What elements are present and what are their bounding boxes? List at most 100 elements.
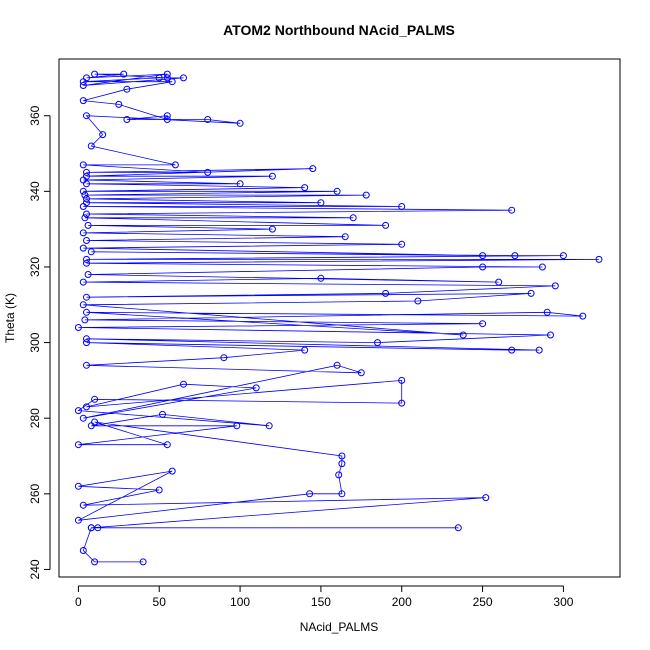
- x-tick-label: 150: [311, 595, 331, 609]
- data-point: [74, 441, 82, 449]
- data-point: [538, 263, 546, 271]
- data-point: [83, 199, 90, 207]
- data-point: [382, 289, 390, 297]
- y-tick-label: 320: [28, 257, 42, 277]
- y-tick-label: 360: [28, 105, 42, 125]
- data-point: [79, 414, 87, 422]
- data-point: [317, 274, 325, 282]
- data-point: [236, 119, 244, 127]
- data-point: [535, 346, 543, 354]
- data-point: [163, 112, 171, 120]
- data-point: [459, 331, 467, 339]
- data-point: [306, 490, 314, 498]
- data-point: [559, 252, 567, 260]
- data-point: [180, 74, 187, 82]
- data-point: [511, 252, 519, 260]
- data-point: [317, 199, 325, 207]
- series-layer: [74, 70, 603, 566]
- data-point: [155, 486, 163, 494]
- data-point: [79, 82, 87, 89]
- data-point: [479, 263, 487, 271]
- data-point: [236, 180, 244, 188]
- data-point: [83, 335, 90, 343]
- data-point: [81, 316, 89, 324]
- data-point: [84, 271, 92, 278]
- series-line: [77, 73, 600, 563]
- y-axis: 240 260 280 300 320 340 360: [28, 105, 51, 579]
- data-point: [482, 494, 490, 502]
- data-point: [551, 282, 559, 290]
- data-point: [301, 184, 309, 192]
- data-point: [252, 384, 260, 392]
- data-point: [163, 441, 171, 449]
- data-point: [382, 221, 390, 229]
- data-point: [204, 168, 212, 176]
- x-axis-label: NAcid_PALMS: [300, 620, 378, 634]
- data-point: [479, 320, 487, 328]
- data-point: [168, 78, 176, 86]
- plot-area-frame: [58, 58, 621, 578]
- data-point: [79, 301, 87, 309]
- data-point: [265, 422, 273, 430]
- data-point: [139, 558, 147, 566]
- data-point: [83, 255, 90, 263]
- data-point: [79, 501, 87, 509]
- data-point: [79, 97, 87, 105]
- data-point: [163, 74, 171, 82]
- data-point: [414, 297, 422, 305]
- data-point: [81, 214, 89, 222]
- data-point: [123, 116, 131, 123]
- data-point: [87, 422, 95, 430]
- data-point: [454, 524, 462, 532]
- data-point: [79, 244, 87, 252]
- data-point: [83, 74, 90, 82]
- data-point: [83, 168, 90, 176]
- data-point: [398, 240, 406, 248]
- x-tick-label: 0: [75, 595, 82, 609]
- data-point: [338, 452, 346, 460]
- data-point: [349, 214, 357, 222]
- data-point: [87, 248, 95, 256]
- data-point: [79, 229, 87, 237]
- data-point: [83, 237, 90, 244]
- data-point: [120, 70, 128, 78]
- data-point: [341, 233, 349, 241]
- data-point: [91, 70, 99, 78]
- data-point: [87, 142, 95, 150]
- y-tick-label: 300: [28, 332, 42, 352]
- data-point: [83, 259, 90, 267]
- data-point: [268, 172, 276, 180]
- x-tick-label: 50: [153, 595, 167, 609]
- data-point: [309, 165, 317, 173]
- data-point: [268, 225, 276, 233]
- data-point: [398, 203, 406, 210]
- data-point: [83, 403, 90, 411]
- x-tick-label: 100: [230, 595, 250, 609]
- data-point: [204, 116, 212, 123]
- y-tick-label: 240: [28, 559, 42, 579]
- data-point: [74, 407, 82, 415]
- data-point: [91, 395, 99, 403]
- data-point: [99, 131, 107, 139]
- data-point: [479, 252, 487, 260]
- data-point: [333, 361, 341, 369]
- data-point: [115, 100, 123, 108]
- chart-title: ATOM2 Northbound NAcid_PALMS: [223, 22, 455, 38]
- data-point: [301, 346, 309, 354]
- data-point: [87, 524, 95, 532]
- data-point: [83, 195, 90, 203]
- data-point: [74, 482, 82, 490]
- data-point: [357, 369, 365, 377]
- y-tick-label: 340: [28, 181, 42, 201]
- data-point: [338, 460, 346, 468]
- data-point: [508, 206, 516, 214]
- data-point: [333, 187, 341, 195]
- data-point: [508, 346, 516, 354]
- data-point: [155, 74, 163, 82]
- data-point: [579, 312, 587, 320]
- data-point: [74, 324, 82, 331]
- data-point: [84, 221, 92, 229]
- data-point: [338, 490, 346, 498]
